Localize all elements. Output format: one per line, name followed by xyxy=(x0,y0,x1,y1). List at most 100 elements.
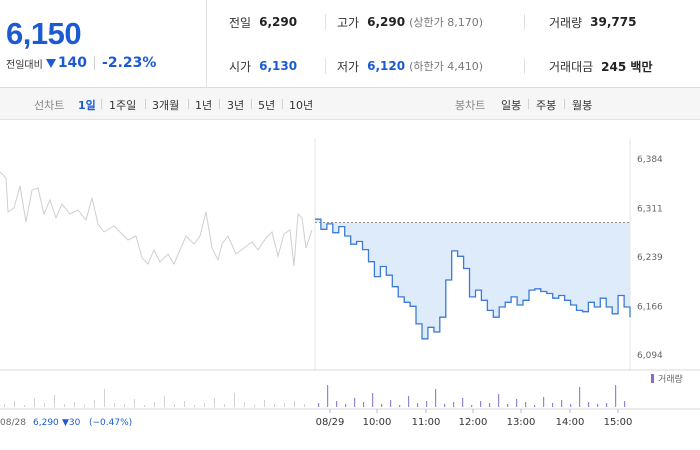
current-price-box: 6,150 전일대비 140 -2.23% xyxy=(0,0,207,88)
volume-bar xyxy=(408,396,410,407)
candle-chart-label: 봉차트 xyxy=(455,99,486,112)
y-tick-label: 6,239 xyxy=(637,253,663,263)
period-5y-button[interactable]: 5년 xyxy=(258,99,276,112)
upper-limit: (상한가 8,170) xyxy=(409,16,483,29)
volume-legend-swatch xyxy=(651,374,654,383)
volume-bar xyxy=(224,404,225,407)
volume-bar xyxy=(336,401,338,407)
divider xyxy=(524,14,525,30)
toolbar-divider xyxy=(282,99,283,109)
toolbar-divider xyxy=(564,99,565,109)
x-tick-label: 13:00 xyxy=(507,417,536,428)
trade-amount-info: 거래대금 245 백만 xyxy=(549,44,652,88)
low-info: 저가 6,120 (하한가 4,410) xyxy=(337,44,483,88)
volume-bar xyxy=(164,396,165,407)
volume-bar xyxy=(579,387,581,407)
volume-bar xyxy=(543,397,545,407)
volume-bar xyxy=(104,389,105,407)
volume-bar xyxy=(54,395,55,407)
volume-bar xyxy=(14,401,15,407)
chart-grid xyxy=(0,138,700,410)
volume-bar xyxy=(24,405,25,407)
period-3m-button[interactable]: 3개월 xyxy=(152,99,180,112)
volume-bar xyxy=(318,403,320,407)
x-tick-label: 12:00 xyxy=(459,417,488,428)
volume-bar xyxy=(4,404,5,407)
volume-bar xyxy=(327,385,329,407)
change-value: 140 xyxy=(57,55,88,71)
volume-bar xyxy=(144,405,145,407)
low-value: 6,120 xyxy=(367,59,406,73)
volume-bar xyxy=(124,404,125,407)
period-3y-button[interactable]: 3년 xyxy=(227,99,245,112)
volume-bar xyxy=(44,403,45,407)
high-label: 고가 xyxy=(337,15,360,30)
candle-monthly-button[interactable]: 월봉 xyxy=(572,99,593,112)
intraday-price-chart: 6,384 6,311 6,239 6,166 6,094 거래량 08/29 10:00… xyxy=(0,138,700,428)
period-10y-button[interactable]: 10년 xyxy=(289,99,314,112)
volume-bar xyxy=(184,401,185,407)
prev-day-price: 6,290 xyxy=(33,418,59,428)
volume-bar xyxy=(507,404,509,407)
candle-daily-button[interactable]: 일봉 xyxy=(501,99,522,112)
volume-bar xyxy=(381,404,383,407)
lower-limit: (하한가 4,410) xyxy=(409,60,483,73)
period-1d-button[interactable]: 1일 xyxy=(78,99,96,112)
volume-bar xyxy=(597,404,599,407)
prev-close-info: 전일 6,290 xyxy=(229,0,297,44)
volume-bar xyxy=(570,404,572,407)
today-price-line xyxy=(315,218,631,340)
volume-legend-label: 거래량 xyxy=(658,373,683,385)
volume-bar xyxy=(204,403,205,407)
volume-bar xyxy=(64,404,65,407)
volume-bar xyxy=(174,404,175,407)
volume-bar xyxy=(525,402,527,407)
open-value: 6,130 xyxy=(259,59,298,73)
volume-bar xyxy=(435,389,437,407)
volume-bar xyxy=(244,402,245,407)
volume-value: 39,775 xyxy=(590,15,637,29)
volume-bar xyxy=(489,403,491,407)
period-1y-button[interactable]: 1년 xyxy=(195,99,213,112)
volume-bar xyxy=(154,402,155,407)
x-tick-label: 08/29 xyxy=(316,417,345,428)
volume-bar xyxy=(606,403,608,407)
volume-bar xyxy=(214,398,215,407)
down-arrow-icon xyxy=(45,58,56,68)
y-tick-label: 6,384 xyxy=(637,155,663,165)
volume-bar xyxy=(234,393,235,407)
prev-day-price-line xyxy=(0,171,313,267)
volume-bar xyxy=(453,402,455,407)
volume-bar xyxy=(399,405,401,407)
volume-bar xyxy=(516,399,518,407)
toolbar-divider xyxy=(219,99,220,109)
volume-bar xyxy=(417,403,419,407)
change-label: 전일대비 xyxy=(6,59,43,71)
stock-summary: 6,150 전일대비 140 -2.23% 전일 6,290 고가 6,290 … xyxy=(0,0,700,88)
volume-bar xyxy=(354,398,356,407)
prev-day-date: 08/28 xyxy=(0,418,26,428)
toolbar-divider xyxy=(251,99,252,109)
volume-bar xyxy=(444,404,446,407)
y-tick-label: 6,311 xyxy=(637,204,663,214)
change-row: 전일대비 140 -2.23% xyxy=(6,54,156,72)
candle-weekly-button[interactable]: 주봉 xyxy=(536,99,557,112)
x-axis: 08/29 10:00 11:00 12:00 13:00 14:00 15:00 xyxy=(316,409,632,428)
period-1w-button[interactable]: 1주일 xyxy=(109,99,137,112)
volume-bar xyxy=(372,393,374,407)
high-value: 6,290 xyxy=(367,15,406,29)
volume-bar xyxy=(534,405,536,407)
volume-bar xyxy=(274,404,275,407)
x-tick-label: 10:00 xyxy=(363,417,392,428)
toolbar-divider xyxy=(528,99,529,109)
toolbar-divider xyxy=(145,99,146,109)
volume-bar xyxy=(426,401,428,407)
divider xyxy=(325,58,326,74)
volume-bar xyxy=(345,404,347,407)
prev-close-value: 6,290 xyxy=(259,15,298,29)
volume-bar xyxy=(624,401,626,407)
volume-bar xyxy=(561,400,563,407)
trade-amount-value: 245 백만 xyxy=(601,59,653,74)
volume-bar xyxy=(498,394,500,407)
volume-bar xyxy=(34,398,35,407)
